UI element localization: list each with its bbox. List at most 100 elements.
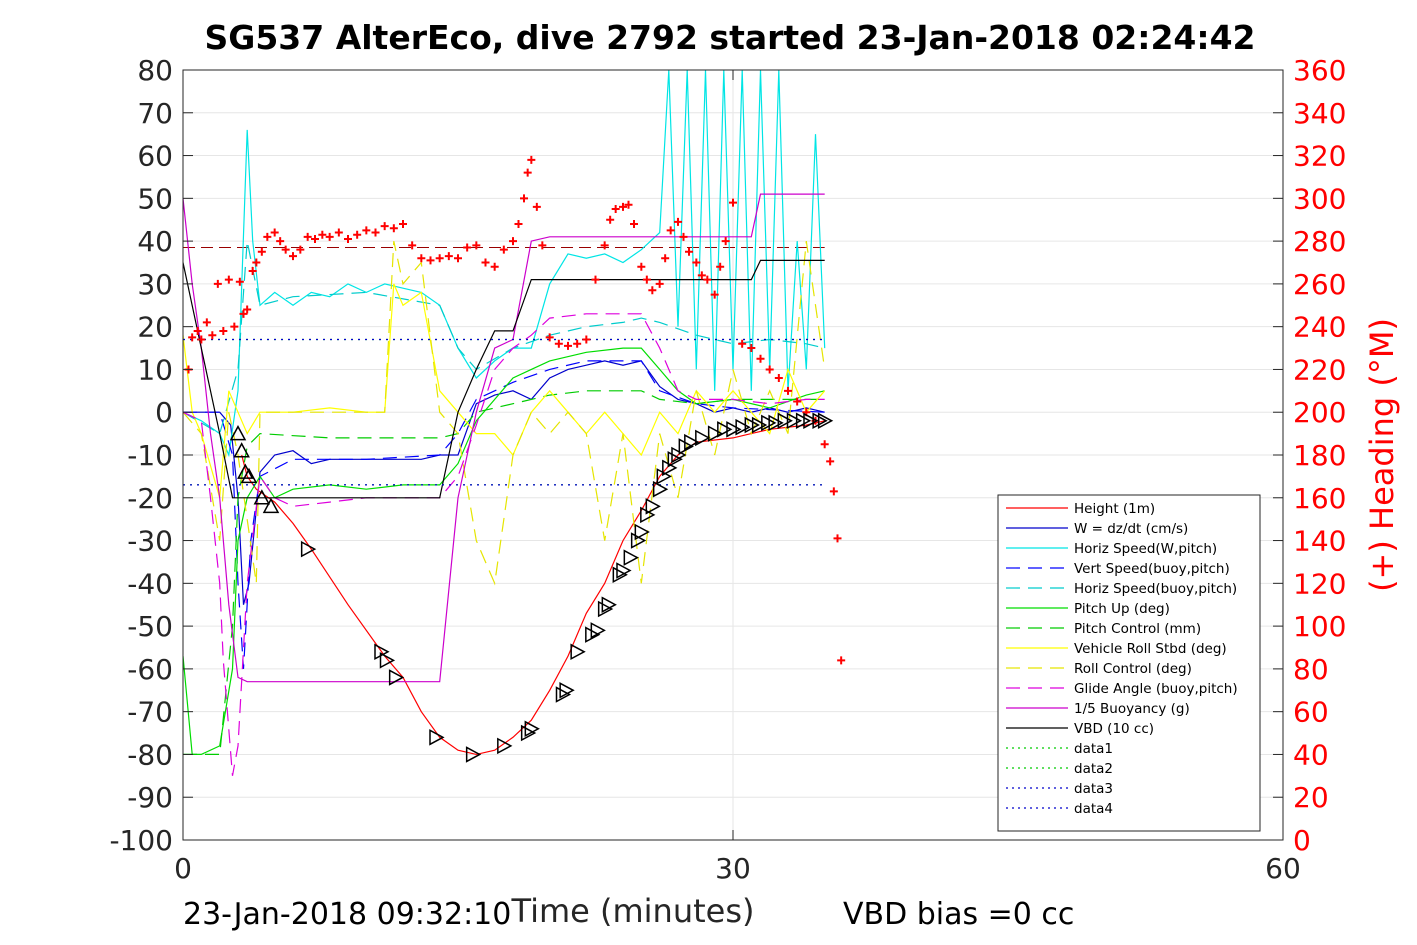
depth-marker	[812, 412, 828, 430]
y-tick-label-left: 0	[155, 396, 173, 429]
heading-marker	[499, 245, 508, 254]
heading-marker	[344, 234, 352, 243]
depth-marker	[803, 412, 819, 430]
y-tick-label-right: 300	[1293, 182, 1346, 215]
y-tick-label-left: -80	[127, 738, 173, 771]
heading-marker	[538, 241, 547, 250]
series-line-10	[183, 193, 825, 683]
y-tick-label-right: 280	[1293, 225, 1346, 258]
heading-marker	[685, 247, 693, 256]
depth-marker	[429, 729, 445, 746]
series-line-8	[183, 240, 826, 586]
heading-marker	[463, 243, 472, 252]
heading-marker	[630, 220, 638, 228]
depth-marker	[761, 414, 777, 432]
heading-marker	[276, 237, 285, 246]
heading-marker	[710, 290, 719, 299]
heading-marker	[417, 254, 426, 263]
heading-marker	[311, 234, 319, 243]
heading-marker	[554, 339, 563, 348]
depth-marker	[497, 737, 513, 755]
heading-marker	[408, 241, 417, 250]
legend-label: Glide Angle (buoy,pitch)	[1074, 681, 1238, 697]
heading-marker	[303, 232, 312, 241]
y-tick-label-right: 80	[1293, 653, 1329, 686]
x-axis-label: Time (minutes)	[511, 892, 755, 930]
depth-marker	[751, 416, 768, 434]
series-line-2	[183, 70, 826, 458]
heading-marker	[235, 277, 244, 286]
heading-marker	[648, 286, 657, 295]
heading-marker	[188, 333, 197, 342]
heading-marker	[624, 200, 633, 209]
series-line-1	[183, 360, 825, 605]
heading-marker	[219, 326, 228, 335]
depth-marker	[601, 596, 617, 613]
y-tick-label-left: 10	[137, 353, 173, 386]
legend-label: Vert Speed(buoy,pitch)	[1074, 561, 1230, 577]
depth-marker	[374, 643, 390, 661]
y-tick-label-right: 40	[1293, 738, 1329, 771]
heading-marker	[666, 226, 675, 235]
heading-marker	[637, 262, 646, 271]
legend: Height (1m) W = dz/dt (cm/s) Horiz Speed(W…	[997, 494, 1261, 832]
heading-marker	[224, 275, 233, 284]
heading-marker	[281, 245, 290, 254]
y-tick-label-left: 50	[137, 182, 173, 215]
heading-marker	[243, 305, 252, 314]
heading-marker	[721, 237, 730, 246]
heading-marker	[619, 202, 627, 211]
depth-marker	[795, 412, 812, 430]
depth-marker	[597, 600, 614, 618]
depth-marker	[726, 421, 742, 438]
legend-label: VBD (10 cc)	[1074, 721, 1154, 737]
y-tick-label-left: -10	[127, 439, 173, 472]
depth-marker	[656, 468, 672, 485]
heading-marker	[765, 365, 774, 374]
depth-marker	[744, 416, 760, 434]
heading-marker	[202, 318, 211, 327]
heading-marker	[248, 267, 257, 276]
y-tick-label-right: 60	[1293, 696, 1329, 729]
heading-marker	[532, 202, 541, 211]
heading-marker	[703, 275, 712, 284]
heading-marker	[509, 237, 517, 246]
heading-marker	[642, 275, 651, 284]
heading-marker	[318, 230, 327, 239]
heading-marker	[289, 252, 297, 261]
depth-marker	[253, 489, 271, 505]
depth-marker	[559, 682, 575, 699]
y-tick-label-right: 240	[1293, 311, 1346, 344]
depth-marker	[570, 643, 586, 661]
y-tick-label-right: 200	[1293, 396, 1346, 429]
heading-marker	[747, 344, 756, 353]
heading-marker	[362, 226, 371, 235]
heading-marker	[193, 326, 202, 335]
depth-marker	[777, 412, 793, 430]
heading-marker	[325, 232, 334, 241]
depth-marker	[768, 414, 784, 432]
y-tick-label-left: 60	[137, 140, 173, 173]
y-tick-label-left: -20	[127, 482, 173, 515]
heading-marker	[692, 258, 701, 267]
y-tick-label-right: 100	[1293, 610, 1346, 643]
depth-marker	[671, 446, 687, 464]
heading-marker	[606, 215, 615, 224]
depth-marker	[640, 506, 656, 524]
y-tick-label-right: 20	[1293, 781, 1329, 814]
y-tick-label-left: -100	[109, 824, 173, 857]
depth-marker	[717, 421, 733, 438]
footer-timestamp: 23-Jan-2018 09:32:10	[183, 897, 512, 932]
heading-marker	[481, 258, 490, 267]
heading-marker	[490, 262, 499, 271]
plot-clip-group	[183, 70, 846, 776]
y-tick-label-right: 180	[1293, 439, 1346, 472]
y-tick-label-left: -90	[127, 781, 173, 814]
heading-marker	[697, 271, 706, 280]
y-tick-label-left: -30	[127, 525, 173, 558]
depth-marker	[678, 438, 694, 455]
y-tick-label-right: 260	[1293, 268, 1346, 301]
legend-label: Pitch Control (mm)	[1074, 621, 1201, 637]
depth-marker	[786, 412, 803, 430]
